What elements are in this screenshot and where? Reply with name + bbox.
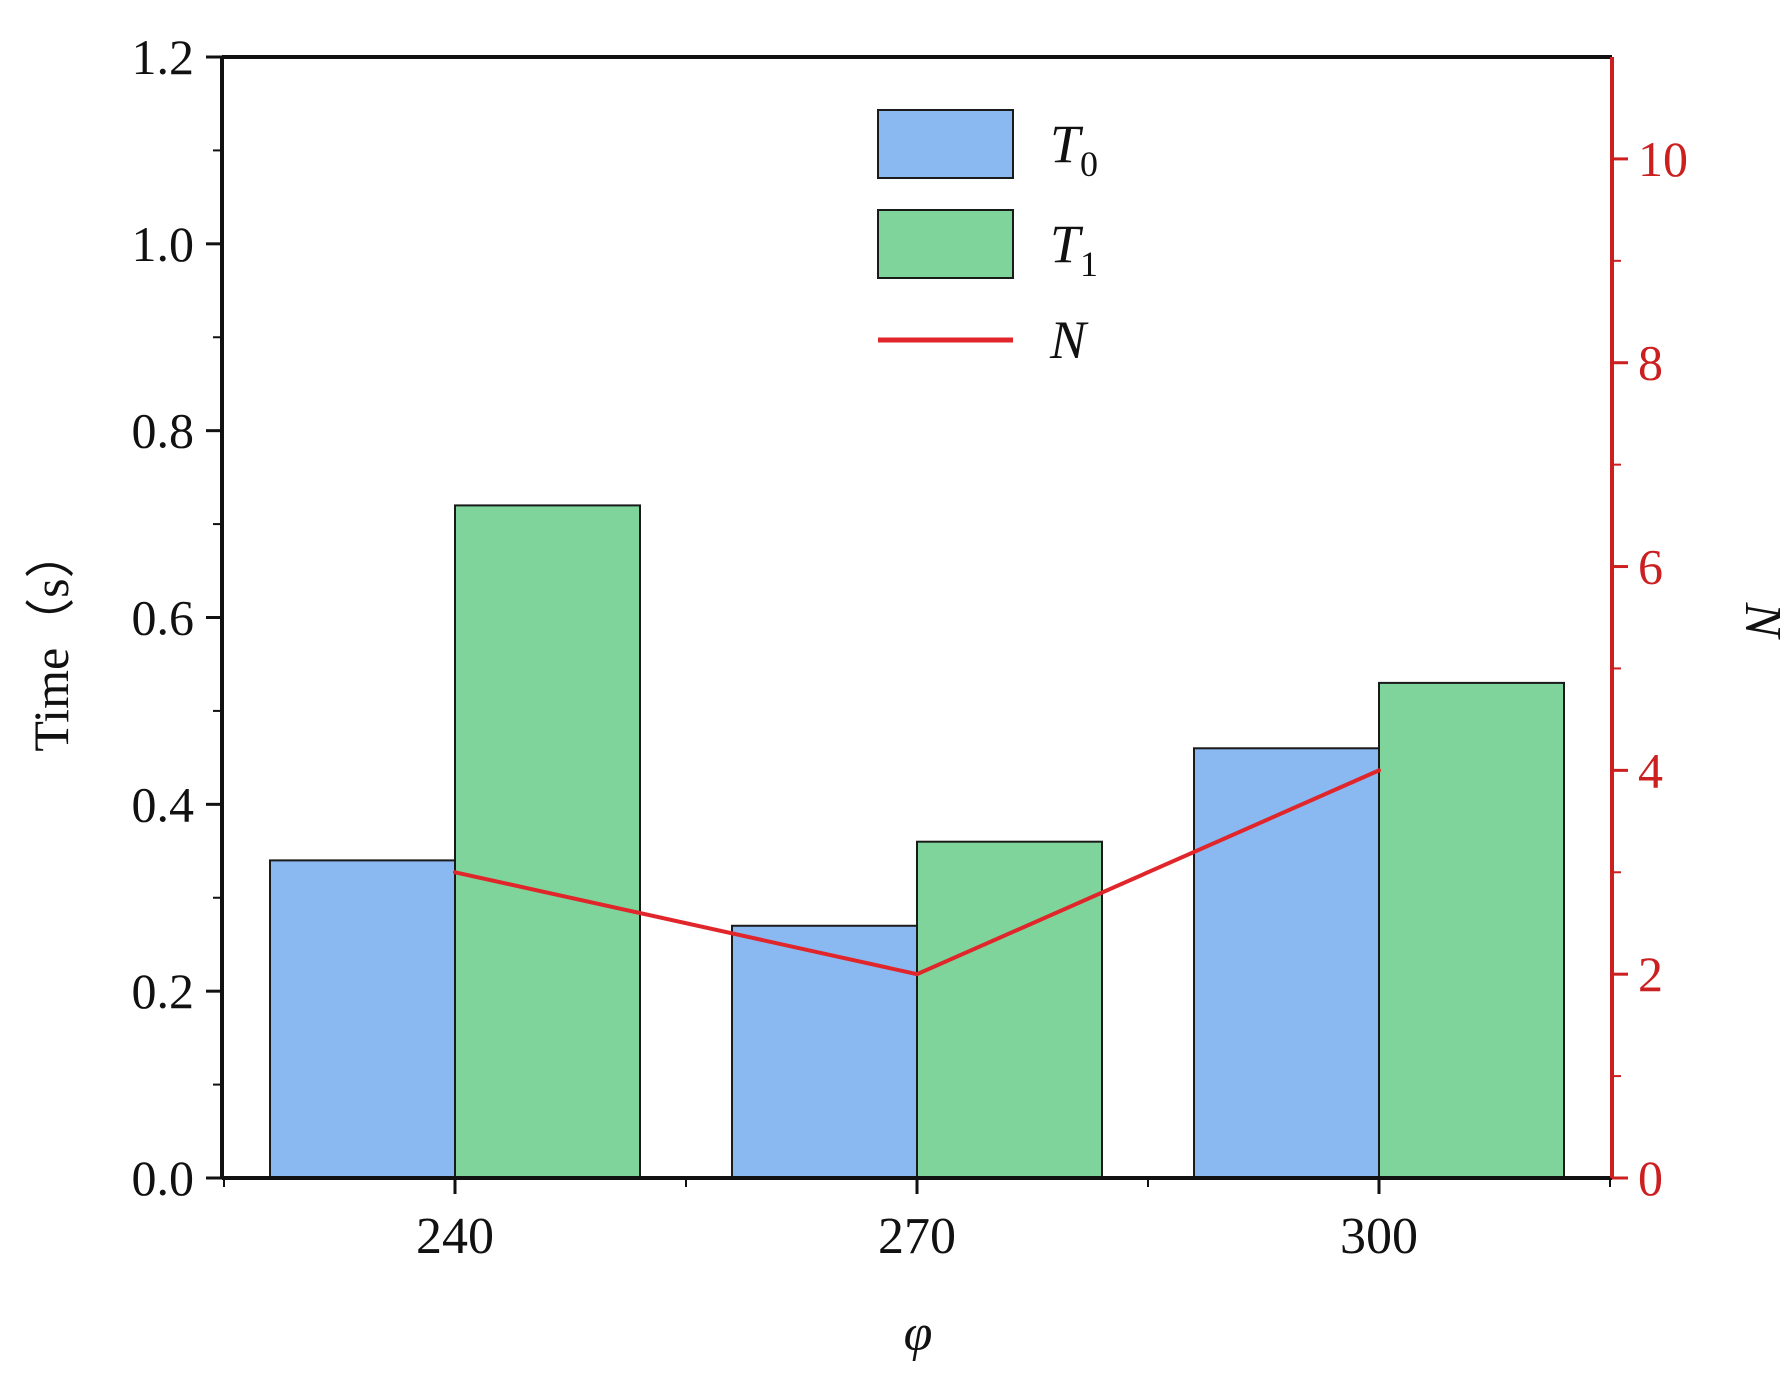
right-axis-ticks: 0 2 4 6 8 10 bbox=[1612, 131, 1688, 1206]
bar-t0-270 bbox=[731, 924, 918, 1180]
y-tick-label: 0.6 bbox=[132, 590, 195, 646]
y-tick-label: 1.2 bbox=[132, 29, 195, 85]
y-tick-label: 0.8 bbox=[132, 403, 195, 459]
point-n-270 bbox=[915, 972, 919, 977]
y-tick-label: 1.0 bbox=[132, 216, 195, 272]
legend-label-t1: T1 bbox=[1050, 214, 1098, 284]
x-axis-ticks: 240 270 300 bbox=[223, 1178, 1611, 1265]
y-axis-label: Time（s） bbox=[23, 528, 79, 751]
legend-label-t0: T0 bbox=[1050, 114, 1098, 184]
bar-t0-240 bbox=[269, 859, 456, 1180]
left-axis-ticks: 0.0 0.2 0.4 0.6 0.8 1.0 1.2 bbox=[132, 29, 222, 1206]
y2-tick-label: 6 bbox=[1638, 539, 1663, 595]
y2-tick-label: 4 bbox=[1638, 742, 1663, 798]
bars-layer bbox=[269, 504, 1565, 1180]
y2-tick-label: 8 bbox=[1638, 335, 1663, 391]
legend-swatch-t0 bbox=[877, 109, 1014, 179]
point-n-300 bbox=[1377, 768, 1381, 773]
bar-t0-300 bbox=[1193, 747, 1380, 1179]
x-tick-label: 300 bbox=[1340, 1208, 1418, 1265]
x-axis-label: φ bbox=[904, 1305, 933, 1362]
bar-t1-240 bbox=[454, 504, 641, 1179]
line-layer bbox=[453, 768, 1381, 977]
y2-axis-label: N bbox=[1734, 602, 1784, 641]
bar-t1-300 bbox=[1378, 681, 1565, 1179]
y-tick-label: 0.2 bbox=[132, 963, 195, 1019]
legend: T0 T1 N bbox=[877, 109, 1098, 370]
y2-tick-label: 2 bbox=[1638, 946, 1663, 1002]
y-tick-label: 0.0 bbox=[132, 1150, 195, 1206]
point-n-240 bbox=[453, 870, 457, 875]
y2-tick-label: 0 bbox=[1638, 1150, 1663, 1206]
legend-swatch-t1 bbox=[877, 209, 1014, 279]
y-tick-label: 0.4 bbox=[132, 776, 195, 832]
legend-label-n: N bbox=[1049, 310, 1089, 370]
x-tick-label: 270 bbox=[878, 1208, 956, 1265]
x-tick-label: 240 bbox=[416, 1208, 494, 1265]
legend-subscript: 0 bbox=[1080, 144, 1098, 184]
bar-t1-270 bbox=[916, 840, 1103, 1179]
y2-tick-label: 10 bbox=[1638, 131, 1688, 187]
legend-subscript: 1 bbox=[1080, 244, 1098, 284]
